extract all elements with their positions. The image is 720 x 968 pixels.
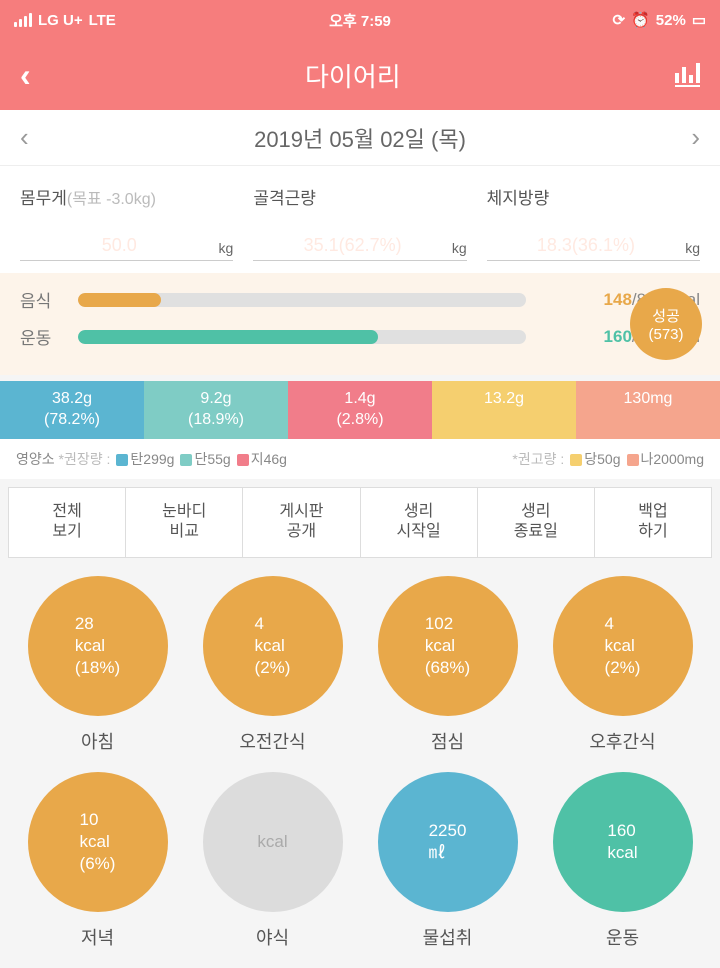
stat-0[interactable]: 몸무게(목표 -3.0kg) 50.0kg xyxy=(20,184,233,261)
status-time: 오후 7:59 xyxy=(329,10,391,31)
meal-아침[interactable]: 28kcal(18%) 아침 xyxy=(16,576,179,754)
page-title: 다이어리 xyxy=(305,57,401,94)
status-right: ⟳ ⏰ 52% ▭ xyxy=(613,11,706,29)
current-date[interactable]: 2019년 05월 02일 (목) xyxy=(254,122,466,154)
app-header: ‹ 다이어리 xyxy=(0,40,720,110)
nutrient-seg-2: 1.4g(2.8%) xyxy=(288,381,432,439)
meal-name: 오전간식 xyxy=(239,728,305,754)
food-progress-row: 음식 148/800 kcal xyxy=(20,287,700,312)
calorie-progress: 음식 148/800 kcal 운동 160/239 kcal 성공 (573) xyxy=(0,273,720,375)
nutrient-seg-1: 9.2g(18.9%) xyxy=(144,381,288,439)
next-day-button[interactable]: › xyxy=(691,122,700,153)
meal-circle[interactable]: kcal xyxy=(203,772,343,912)
meal-name: 점심 xyxy=(431,728,464,754)
nutrient-seg-3: 13.2g xyxy=(432,381,576,439)
alarm-icon: ⏰ xyxy=(631,11,650,29)
date-navigator: ‹ 2019년 05월 02일 (목) › xyxy=(0,110,720,166)
tab-2[interactable]: 게시판공개 xyxy=(243,488,360,558)
stat-1[interactable]: 골격근량 35.1(62.7%)kg xyxy=(253,184,466,261)
tab-3[interactable]: 생리시작일 xyxy=(361,488,478,558)
tab-5[interactable]: 백업하기 xyxy=(595,488,711,558)
meal-circle[interactable]: 4kcal(2%) xyxy=(203,576,343,716)
badge-line1: 성공 xyxy=(652,305,680,326)
exercise-bar xyxy=(78,330,526,344)
food-label: 음식 xyxy=(20,287,64,312)
meal-오후간식[interactable]: 4kcal(2%) 오후간식 xyxy=(541,576,704,754)
meal-점심[interactable]: 102kcal(68%) 점심 xyxy=(366,576,529,754)
signal-icon xyxy=(14,13,32,27)
meal-circle[interactable]: 102kcal(68%) xyxy=(378,576,518,716)
prev-day-button[interactable]: ‹ xyxy=(20,122,29,153)
meal-물섭취[interactable]: 2250㎖ 물섭취 xyxy=(366,772,529,950)
nutrient-seg-0: 38.2g(78.2%) xyxy=(0,381,144,439)
action-tabs: 전체보기눈바디비교게시판공개생리시작일생리종료일백업하기 xyxy=(8,487,712,559)
meal-저녁[interactable]: 10kcal(6%) 저녁 xyxy=(16,772,179,950)
carrier-label: LG U+ xyxy=(38,12,83,29)
tab-1[interactable]: 눈바디비교 xyxy=(126,488,243,558)
meal-name: 운동 xyxy=(606,924,639,950)
tab-4[interactable]: 생리종료일 xyxy=(478,488,595,558)
success-badge: 성공 (573) xyxy=(630,288,702,360)
meal-name: 저녁 xyxy=(81,924,114,950)
meal-오전간식[interactable]: 4kcal(2%) 오전간식 xyxy=(191,576,354,754)
back-button[interactable]: ‹ xyxy=(20,57,31,94)
stat-field[interactable]: 18.3(36.1%)kg xyxy=(487,235,700,261)
status-bar: LG U+ LTE 오후 7:59 ⟳ ⏰ 52% ▭ xyxy=(0,0,720,40)
meal-circle[interactable]: 2250㎖ xyxy=(378,772,518,912)
lock-icon: ⟳ xyxy=(613,11,626,29)
exercise-progress-row: 운동 160/239 kcal xyxy=(20,324,700,349)
status-left: LG U+ LTE xyxy=(14,12,116,29)
meal-circle[interactable]: 4kcal(2%) xyxy=(553,576,693,716)
nutrient-legend: 영양소 *권장량 :탄299g단55g지46g *권고량 :당50g나2000m… xyxy=(0,439,720,479)
stat-field[interactable]: 50.0kg xyxy=(20,235,233,261)
meal-circle[interactable]: 10kcal(6%) xyxy=(28,772,168,912)
body-stats: 몸무게(목표 -3.0kg) 50.0kg 골격근량 35.1(62.7%)kg 체… xyxy=(0,166,720,273)
battery-label: 52% xyxy=(656,12,686,29)
nutrient-seg-4: 130mg xyxy=(576,381,720,439)
meal-circle[interactable]: 160kcal xyxy=(553,772,693,912)
meal-grid: 28kcal(18%) 아침4kcal(2%) 오전간식102kcal(68%)… xyxy=(0,558,720,968)
food-bar xyxy=(78,293,526,307)
chart-icon[interactable] xyxy=(675,63,700,87)
battery-icon: ▭ xyxy=(692,11,706,29)
badge-line2: (573) xyxy=(648,326,683,343)
tab-0[interactable]: 전체보기 xyxy=(9,488,126,558)
stat-field[interactable]: 35.1(62.7%)kg xyxy=(253,235,466,261)
stat-label: 체지방량 xyxy=(487,184,700,209)
nutrient-bar: 38.2g(78.2%)9.2g(18.9%)1.4g(2.8%)13.2g13… xyxy=(0,381,720,439)
network-label: LTE xyxy=(89,12,116,29)
meal-name: 오후간식 xyxy=(589,728,655,754)
stat-2[interactable]: 체지방량 18.3(36.1%)kg xyxy=(487,184,700,261)
meal-name: 야식 xyxy=(256,924,289,950)
exercise-label: 운동 xyxy=(20,324,64,349)
stat-label: 골격근량 xyxy=(253,184,466,209)
meal-name: 아침 xyxy=(81,728,114,754)
legend-title: 영양소 xyxy=(16,451,55,467)
meal-운동[interactable]: 160kcal 운동 xyxy=(541,772,704,950)
meal-circle[interactable]: 28kcal(18%) xyxy=(28,576,168,716)
meal-야식[interactable]: kcal 야식 xyxy=(191,772,354,950)
stat-label: 몸무게(목표 -3.0kg) xyxy=(20,184,233,209)
meal-name: 물섭취 xyxy=(423,924,473,950)
